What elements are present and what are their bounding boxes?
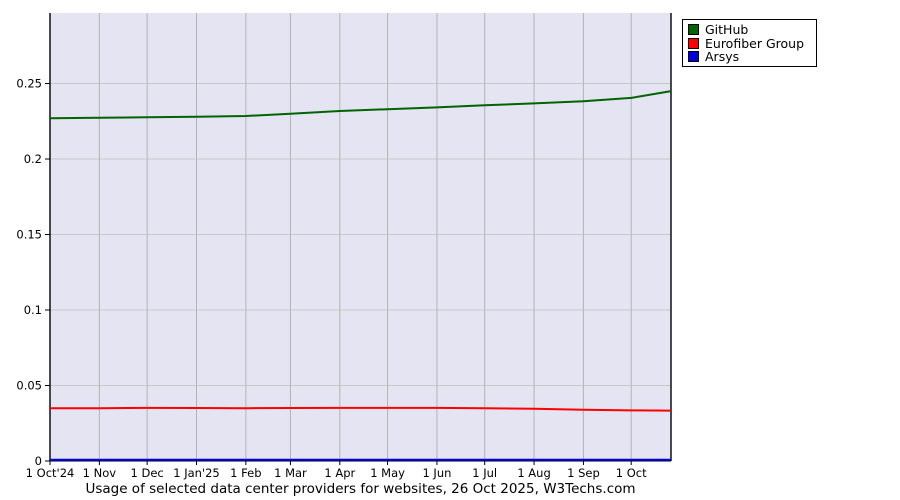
eurofiber-group-series-swatch (688, 37, 699, 49)
chart-caption: Usage of selected data center providers … (85, 481, 636, 497)
x-tick-label: 1 Jan'25 (173, 466, 220, 480)
x-tick-label: 1 Sep (567, 466, 600, 480)
x-tick-label: 1 Oct'24 (26, 466, 75, 480)
y-tick-label: 0.2 (24, 152, 42, 166)
y-tick-label: 0.05 (16, 379, 42, 393)
github-series-swatch (688, 24, 699, 36)
x-tick-label: 1 Oct (616, 466, 647, 480)
legend-label-arsys: Arsys (705, 48, 740, 64)
series-line-eurofiber-group (50, 406, 672, 412)
legend-label-github: GitHub (705, 22, 749, 38)
x-tick-label: 1 Dec (131, 466, 164, 480)
legend-item-eurofiber-group: Eurofiber Group (688, 35, 812, 51)
arsys-series-swatch (688, 50, 699, 62)
y-tick-label: 0.15 (16, 228, 42, 242)
x-tick-label: 1 Jun (422, 466, 451, 480)
x-tick-label: 1 Feb (230, 466, 261, 480)
plot-background (50, 13, 671, 461)
y-tick-label: 0.1 (24, 303, 42, 317)
x-tick-label: 1 May (370, 466, 405, 480)
legend: GitHub Eurofiber Group Arsys (682, 19, 817, 68)
x-tick-label: 1 Mar (274, 466, 307, 480)
series-line-github (49, 90, 672, 120)
legend-label-eurofiber-group: Eurofiber Group (705, 35, 804, 51)
legend-item-arsys: Arsys (688, 50, 812, 63)
x-tick-label: 1 Aug (517, 466, 550, 480)
y-tick-label: 0.25 (16, 77, 42, 91)
x-tick-label: 1 Jul (472, 466, 497, 480)
legend-item-github: GitHub (688, 23, 812, 36)
x-tick-label: 1 Nov (83, 466, 117, 480)
y-tick-label: 0 (35, 454, 42, 468)
x-tick-label: 1 Apr (324, 466, 355, 480)
